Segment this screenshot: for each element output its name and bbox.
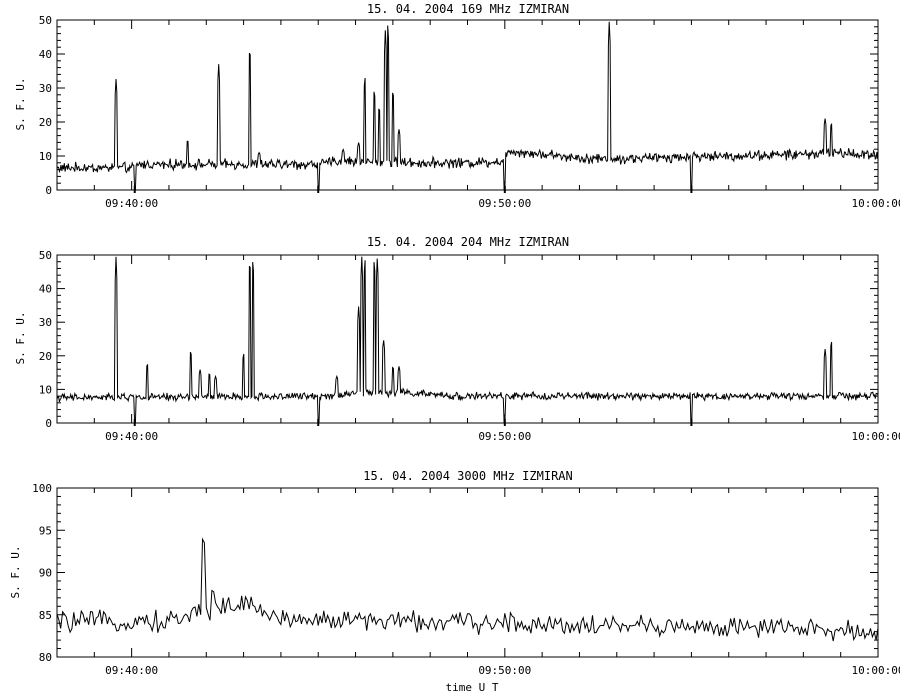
y-tick-label: 10 xyxy=(39,383,52,396)
series-line xyxy=(56,21,879,191)
y-tick-label: 80 xyxy=(39,651,52,664)
x-tick-label: 09:40:00 xyxy=(105,430,158,443)
x-tick-label: 10:00:00 xyxy=(852,197,900,210)
y-tick-label: 0 xyxy=(45,417,52,430)
x-tick-label: 10:00:00 xyxy=(852,430,900,443)
x-tick-label: 10:00:00 xyxy=(852,664,900,677)
y-tick-label: 90 xyxy=(39,567,52,580)
x-tick-label: 09:50:00 xyxy=(478,430,531,443)
x-tick-label: 09:50:00 xyxy=(478,197,531,210)
y-tick-label: 40 xyxy=(39,48,52,61)
y-tick-label: 0 xyxy=(45,184,52,197)
chart-title: 15. 04. 2004 169 MHz IZMIRAN xyxy=(367,2,569,16)
x-tick-label: 09:40:00 xyxy=(105,197,158,210)
y-tick-label: 20 xyxy=(39,350,52,363)
y-tick-label: 20 xyxy=(39,116,52,129)
chart-title: 15. 04. 2004 3000 MHz IZMIRAN xyxy=(363,469,573,483)
y-tick-label: 30 xyxy=(39,316,52,329)
chart-title: 15. 04. 2004 204 MHz IZMIRAN xyxy=(367,235,569,249)
x-axis-label: time U T xyxy=(446,681,499,694)
x-tick-label: 09:50:00 xyxy=(478,664,531,677)
y-tick-label: 95 xyxy=(39,524,52,537)
y-tick-label: 40 xyxy=(39,283,52,296)
y-axis-label: S. F. U. xyxy=(14,78,27,131)
y-tick-label: 85 xyxy=(39,609,52,622)
y-tick-label: 100 xyxy=(32,482,52,495)
plot-frame xyxy=(56,487,879,658)
chart-panel-3000mhz: 15. 04. 2004 3000 MHz IZMIRAN S. F. U. 0… xyxy=(9,469,900,677)
y-axis-label: S. F. U. xyxy=(9,546,22,599)
series-line xyxy=(56,256,879,424)
y-tick-label: 50 xyxy=(39,14,52,27)
y-tick-label: 10 xyxy=(39,150,52,163)
series-line xyxy=(56,537,879,642)
y-tick-label: 50 xyxy=(39,249,52,262)
plot-frame xyxy=(56,254,879,424)
y-tick-label: 30 xyxy=(39,82,52,95)
x-tick-label: 09:40:00 xyxy=(105,664,158,677)
chart-panel-169mhz: 15. 04. 2004 169 MHz IZMIRAN S. F. U. 09… xyxy=(14,2,900,210)
chart-panel-204mhz: 15. 04. 2004 204 MHz IZMIRAN S. F. U. 09… xyxy=(14,235,900,443)
y-axis-label: S. F. U. xyxy=(14,312,27,365)
